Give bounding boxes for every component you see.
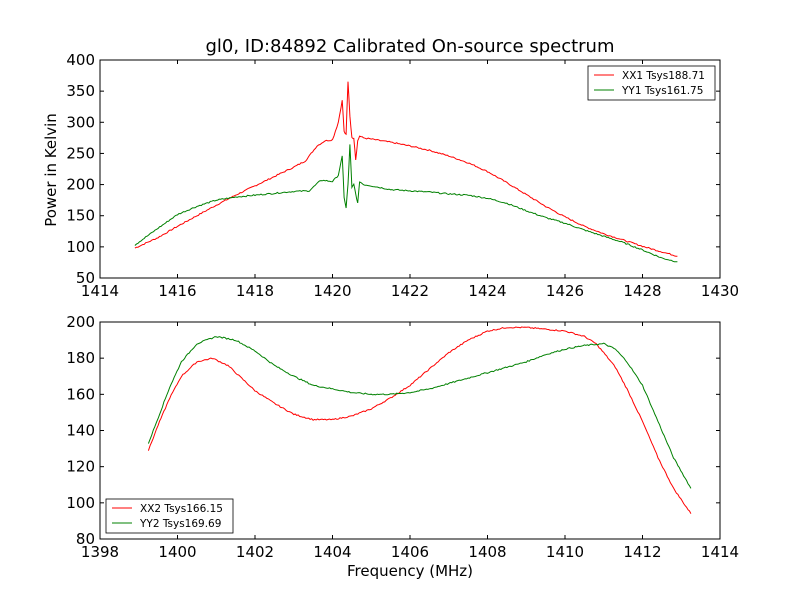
series-line-yy2	[147, 336, 692, 489]
x-tick-label: 1426	[546, 282, 584, 300]
legend-label: XX2 Tsys166.15	[140, 503, 223, 515]
figure-title: gl0, ID:84892 Calibrated On-source spect…	[205, 36, 614, 57]
y-tick-label: 150	[66, 207, 95, 225]
bottom-panel-x-axis-title: Frequency (MHz)	[347, 562, 473, 580]
legend-box	[587, 65, 716, 101]
x-tick-label: 1424	[468, 282, 506, 300]
x-tick-label: 1422	[391, 282, 429, 300]
y-tick-label: 160	[66, 385, 95, 403]
y-tick-label: 80	[76, 530, 95, 548]
legend: XX1 Tsys188.71 YY1 Tsys161.75	[587, 65, 716, 101]
top-panel-y-axis-title: Power in Kelvin	[42, 113, 60, 227]
bottom-panel: 1398 1400 1402 1404 1406 1408 1410 1412 1414 80 10…	[66, 313, 739, 561]
legend-label: YY2 Tsys169.69	[139, 518, 221, 530]
x-tick-label: 1428	[623, 282, 661, 300]
y-tick-label: 300	[66, 113, 95, 131]
y-tick-label: 120	[66, 458, 95, 476]
legend-label: XX1 Tsys188.71	[622, 70, 705, 82]
top-panel: 1414 1416 1418 1420 1422 1424 1426 1428 1430 50 10…	[66, 51, 739, 300]
x-tick-label: 1414	[701, 543, 739, 561]
legend-label: YY1 Tsys161.75	[621, 85, 703, 97]
y-tick-label: 200	[66, 313, 95, 331]
y-tick-label: 250	[66, 144, 95, 162]
y-tick-label: 140	[66, 422, 95, 440]
legend-box	[105, 498, 234, 534]
x-tick-label: 1420	[313, 282, 351, 300]
legend: XX2 Tsys166.15 YY2 Tsys169.69	[105, 498, 234, 534]
x-tick-label: 1412	[623, 543, 661, 561]
x-tick-label: 1430	[701, 282, 739, 300]
series-line-yy1	[134, 144, 678, 263]
x-tick-label: 1414	[81, 282, 119, 300]
x-tick-label: 1398	[81, 543, 119, 561]
x-tick-label: 1410	[546, 543, 584, 561]
x-tick-label: 1406	[391, 543, 429, 561]
y-tick-label: 100	[66, 494, 95, 512]
x-tick-label: 1402	[236, 543, 274, 561]
series-line-xx1	[134, 81, 678, 257]
y-tick-label: 400	[66, 51, 95, 69]
x-tick-label: 1400	[158, 543, 196, 561]
y-tick-label: 100	[66, 238, 95, 256]
x-tick-label: 1418	[236, 282, 274, 300]
y-tick-label: 350	[66, 82, 95, 100]
y-tick-label: 200	[66, 176, 95, 194]
x-tick-label: 1408	[468, 543, 506, 561]
y-tick-label: 50	[76, 269, 95, 287]
y-tick-label: 180	[66, 349, 95, 367]
x-tick-label: 1416	[158, 282, 196, 300]
series-line-xx2	[147, 326, 692, 514]
x-tick-label: 1404	[313, 543, 351, 561]
